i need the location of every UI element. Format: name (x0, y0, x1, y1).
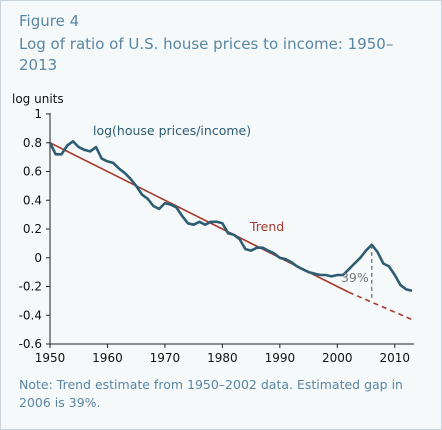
house-price-income-line (48, 140, 413, 293)
x-tick-label: 1980 (207, 351, 238, 365)
x-tick-label: 1970 (150, 351, 181, 365)
y-tick-label: 0 (34, 251, 42, 265)
gap-label: 39% (341, 270, 369, 285)
chart-note: Note: Trend estimate from 1950–2002 data… (19, 377, 403, 410)
y-tick-label: 0.2 (23, 222, 42, 236)
x-tick-label: 2000 (322, 351, 353, 365)
x-tick-label: 1990 (265, 351, 296, 365)
y-tick-label: -0.2 (19, 280, 42, 294)
y-axis-label: log units (12, 92, 64, 106)
y-tick-label: -0.4 (19, 308, 42, 322)
y-tick-label: 0.8 (23, 136, 42, 150)
y-tick-label: 0.6 (23, 165, 42, 179)
x-tick-label: 1950 (35, 351, 66, 365)
y-tick-label: 1 (34, 107, 42, 121)
chart-title: Log of ratio of U.S. house prices to inc… (19, 35, 394, 74)
x-tick-label: 1960 (92, 351, 123, 365)
chart-axes: -0.6 -0.4 -0.2 0 0.2 0.4 0.6 0.8 1 1950 1960 1970 19… (19, 107, 414, 365)
y-tick-label: -0.6 (19, 337, 42, 351)
trend-projection-line (348, 291, 413, 321)
x-tick-label: 2010 (379, 351, 410, 365)
y-tick-label: 0.4 (23, 193, 42, 207)
plot-area: 39% log(house prices/income) Trend (48, 123, 413, 321)
series-label: log(house prices/income) (93, 123, 251, 138)
figure-label: Figure 4 (19, 12, 80, 30)
trend-label: Trend (249, 219, 284, 234)
